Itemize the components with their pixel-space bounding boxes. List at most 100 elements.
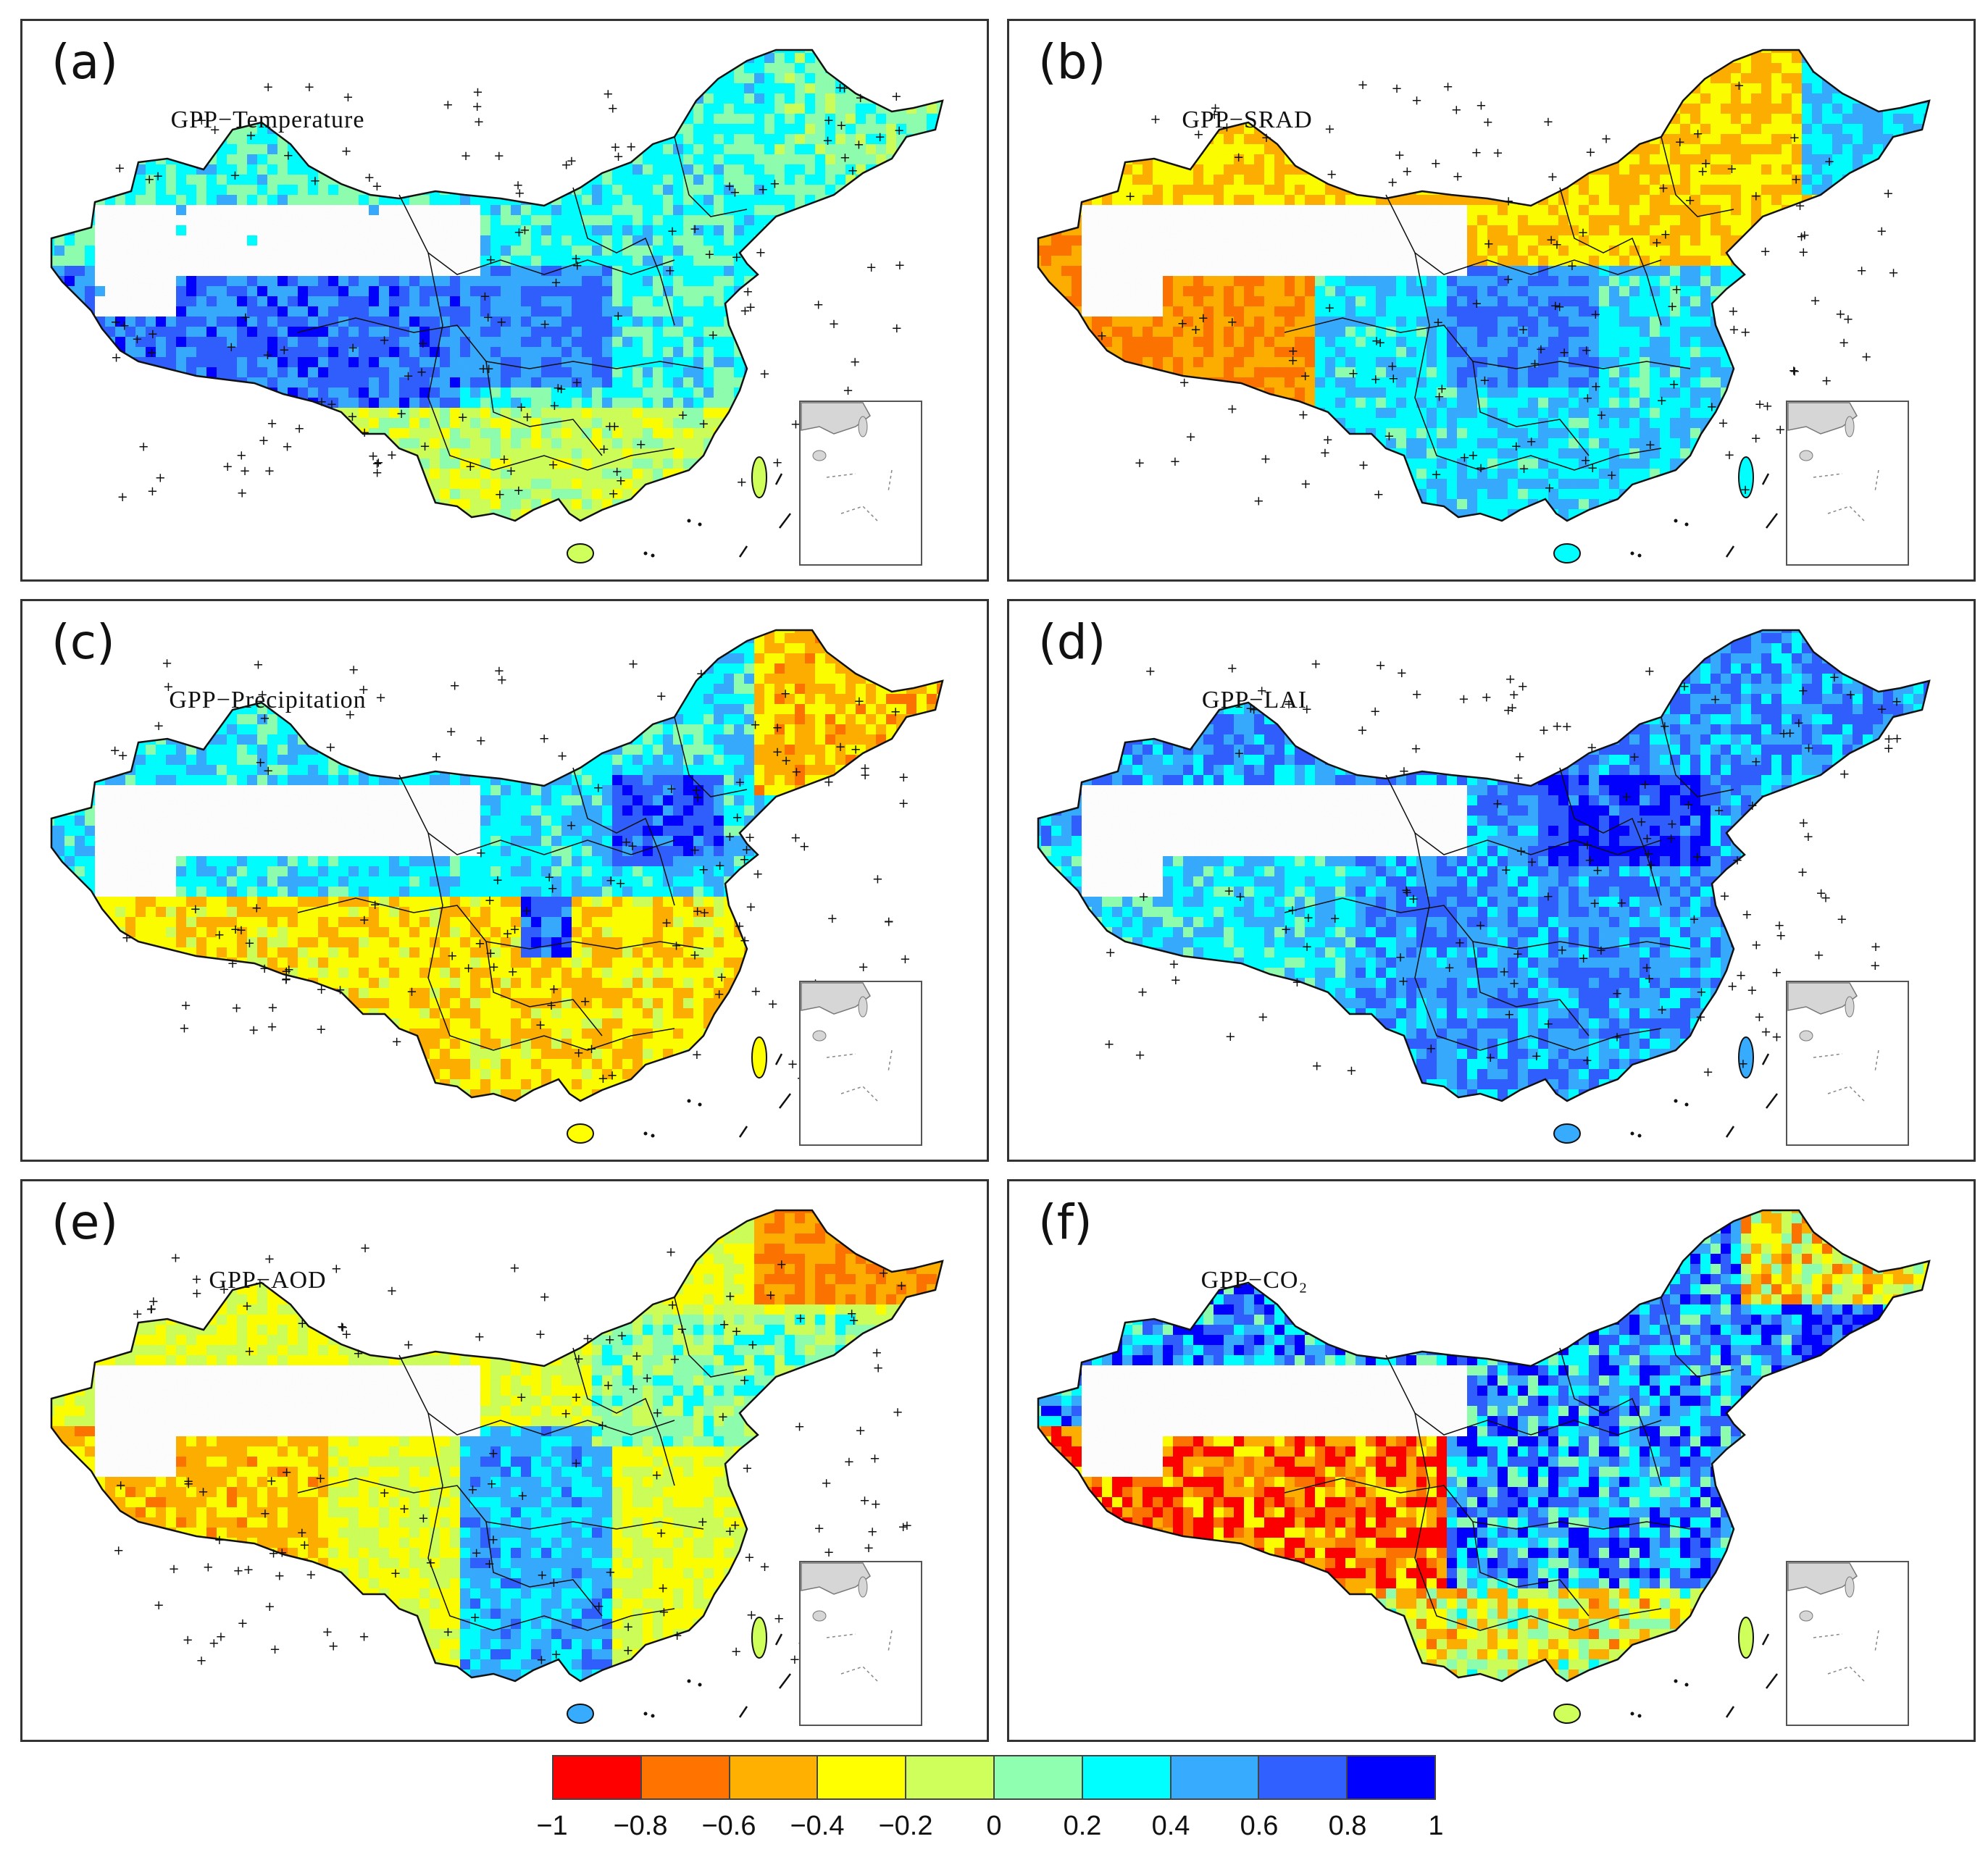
grid-cell	[85, 499, 95, 509]
grid-cell	[764, 317, 774, 327]
grid-cell	[51, 164, 54, 175]
grid-cell	[1224, 50, 1234, 53]
grid-cell	[348, 509, 359, 519]
grid-cell	[328, 479, 338, 489]
grid-cell	[1548, 50, 1558, 53]
grid-cell	[338, 73, 348, 83]
grid-cell	[54, 519, 64, 521]
grid-cell	[947, 377, 957, 388]
grid-cell	[95, 438, 105, 448]
grid-cell	[592, 63, 602, 73]
grid-cell	[51, 225, 54, 235]
grid-cell	[64, 306, 75, 317]
grid-cell	[845, 215, 856, 225]
grid-cell	[1295, 53, 1305, 63]
grid-cell	[551, 53, 561, 63]
grid-cell	[125, 438, 135, 448]
grid-cell	[217, 83, 227, 93]
grid-cell	[399, 50, 409, 53]
grid-cell	[64, 347, 75, 357]
grid-cell	[927, 519, 937, 521]
grid-cell	[937, 134, 943, 144]
grid-cell	[359, 134, 369, 144]
grid-cell	[328, 83, 338, 93]
grid-cell	[947, 367, 957, 377]
significance-marker: +	[828, 317, 839, 332]
grid-cell	[1680, 83, 1690, 93]
grid-cell	[338, 509, 348, 519]
grid-cell	[1163, 73, 1173, 83]
grid-cell	[947, 144, 957, 154]
grid-cell	[795, 256, 805, 266]
grid-cell	[75, 479, 85, 489]
grid-cell	[754, 286, 764, 296]
grid-cell	[785, 225, 795, 235]
grid-cell	[795, 357, 805, 367]
grid-cell	[896, 215, 906, 225]
grid-cell	[176, 448, 186, 458]
grid-cell	[703, 53, 714, 63]
grid-cell	[85, 519, 95, 521]
grid-cell	[64, 367, 75, 377]
grid-cell	[825, 235, 835, 246]
grid-cell	[54, 509, 64, 519]
grid-cell	[683, 73, 693, 83]
grid-cell	[785, 489, 795, 499]
grid-cell	[115, 438, 125, 448]
grid-cell	[196, 489, 206, 499]
grid-cell	[166, 408, 176, 418]
grid-cell	[896, 357, 906, 367]
grid-cell	[1132, 63, 1143, 73]
grid-cell	[196, 469, 206, 479]
grid-cell	[389, 164, 399, 175]
grid-cell	[856, 276, 866, 286]
grid-cell	[237, 50, 247, 53]
grid-cell	[460, 164, 470, 175]
significance-marker: +	[513, 483, 524, 498]
grid-cell	[105, 438, 115, 448]
grid-cell	[85, 164, 95, 175]
grid-cell	[896, 73, 906, 83]
grid-cell	[186, 479, 196, 489]
grid-cell	[531, 519, 541, 521]
grid-cell	[217, 438, 227, 448]
grid-cell	[54, 93, 64, 104]
grid-cell	[643, 134, 653, 144]
grid-cell	[480, 154, 490, 164]
grid-cell	[1274, 83, 1285, 93]
grid-cell	[714, 63, 724, 73]
grid-cell	[1853, 53, 1863, 63]
grid-cell	[75, 469, 85, 479]
grid-cell	[845, 205, 856, 215]
grid-cell	[399, 73, 409, 83]
grid-cell	[409, 93, 419, 104]
grid-cell	[308, 418, 318, 428]
grid-cell	[683, 479, 693, 489]
grid-cell	[1893, 53, 1903, 63]
grid-cell	[916, 73, 927, 83]
grid-cell	[541, 164, 551, 175]
grid-cell	[825, 276, 835, 286]
grid-cell	[815, 246, 825, 256]
grid-cell	[85, 438, 95, 448]
grid-cell	[1122, 93, 1132, 104]
grid-cell	[1264, 93, 1274, 104]
grid-cell	[1285, 53, 1295, 63]
grid-cell	[217, 408, 227, 418]
grid-cell	[866, 73, 876, 83]
grid-cell	[795, 327, 805, 337]
grid-cell	[247, 428, 257, 438]
significance-marker: +	[264, 464, 275, 479]
grid-cell	[937, 398, 943, 408]
grid-cell	[227, 509, 237, 519]
grid-cell	[602, 154, 612, 164]
grid-cell	[115, 367, 125, 377]
grid-cell	[1396, 50, 1406, 53]
grid-cell	[338, 53, 348, 63]
grid-cell	[166, 418, 176, 428]
grid-cell	[389, 144, 399, 154]
grid-cell	[906, 246, 916, 256]
grid-cell	[622, 63, 632, 73]
grid-cell	[785, 235, 795, 246]
grid-cell	[440, 509, 450, 519]
